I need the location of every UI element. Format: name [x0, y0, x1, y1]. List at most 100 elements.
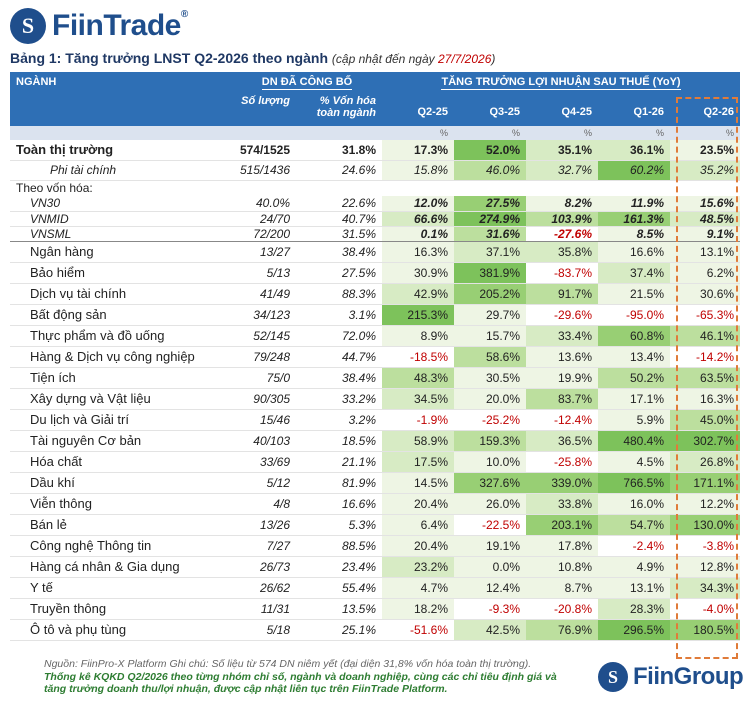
cell-value: 10.0%	[454, 451, 527, 473]
cell-value: -51.6%	[382, 619, 455, 641]
sector-row: Hàng cá nhân & Gia dụng 26/73 23.4% 23.2% 0.…	[10, 556, 741, 578]
cell-value: -4.0%	[670, 598, 741, 620]
row-name: VN30	[10, 196, 232, 212]
sector-name: Dầu khí	[10, 472, 232, 494]
sector-name: Ngân hàng	[10, 241, 232, 263]
sector-rows: Ngân hàng 13/27 38.4% 16.3% 37.1% 35.8% 16.6% 1…	[10, 241, 741, 641]
cell-value: 12.2%	[670, 493, 741, 515]
cell-value: -25.8%	[526, 451, 599, 473]
row-count: 24/70	[232, 211, 296, 227]
growth-table: NGÀNH DN ĐÃ CÔNG BỐ TĂNG TRƯỞNG LỢI NHUẬ…	[10, 72, 741, 641]
cell-value: 60.2%	[598, 160, 671, 181]
cell-value: 32.7%	[526, 160, 599, 181]
title-main: Bảng 1: Tăng trưởng LNST Q2-2026 theo ng…	[10, 50, 329, 66]
cell-value: 302.7%	[670, 430, 741, 452]
cell-value: 4.7%	[382, 577, 455, 599]
cell-value: 58.9%	[382, 430, 455, 452]
sector-row: Dầu khí 5/12 81.9% 14.5% 327.6% 339.0% 766.5% 1…	[10, 472, 741, 494]
sector-row: Xây dựng và Vật liệu 90/305 33.2% 34.5% 20.0…	[10, 388, 741, 410]
cell-value: 203.1%	[526, 514, 599, 536]
cell-value: 35.1%	[526, 140, 599, 161]
header-dn-group-label: DN ĐÃ CÔNG BỐ	[261, 76, 353, 90]
cell-value: -1.9%	[382, 409, 455, 431]
cell-value: 23.5%	[670, 140, 741, 161]
cell-value: 8.2%	[526, 196, 599, 212]
cell-value: 19.9%	[526, 367, 599, 389]
cell-value: 48.5%	[670, 211, 741, 227]
sector-name: Dịch vụ tài chính	[10, 283, 232, 305]
sector-count: 40/103	[232, 430, 296, 452]
sector-cap: 72.0%	[296, 325, 383, 347]
sector-row: Hàng & Dịch vụ công nghiệp 79/248 44.7% -18…	[10, 346, 741, 368]
sector-name: Ô tô và phụ tùng	[10, 619, 232, 641]
cell-value: 30.9%	[382, 262, 455, 284]
header-q2-25: Q2-25	[382, 92, 455, 126]
row-count: 515/1436	[232, 160, 296, 181]
cell-value: 42.5%	[454, 619, 527, 641]
cell-value: 48.3%	[382, 367, 455, 389]
row-name: Toàn thị trường	[10, 140, 232, 161]
cell-value: 5.9%	[598, 409, 671, 431]
cell-value: 83.7%	[526, 388, 599, 410]
cell-value: 159.3%	[454, 430, 527, 452]
cell-value: 31.6%	[454, 226, 527, 242]
cell-value: 12.0%	[382, 196, 455, 212]
row-vnmid: VNMID 24/70 40.7% 66.6% 274.9% 103.9% 16…	[10, 211, 741, 227]
cell-value: 58.6%	[454, 346, 527, 368]
sector-name: Xây dựng và Vật liệu	[10, 388, 232, 410]
row-name: VNSML	[10, 226, 232, 242]
cell-value: -65.3%	[670, 304, 741, 326]
fiingroup-logo-icon: S	[598, 662, 628, 692]
row-count: 574/1525	[232, 140, 296, 161]
fiingroup-logo-text: FiinGroup	[633, 663, 744, 690]
cell-value: 8.7%	[526, 577, 599, 599]
cell-value: -12.4%	[526, 409, 599, 431]
sector-cap: 18.5%	[296, 430, 383, 452]
sector-cap: 25.1%	[296, 619, 383, 641]
footer-note: Nguồn: FiinPro-X Platform Ghi chú: Số li…	[44, 658, 574, 696]
cell-value: 35.2%	[670, 160, 741, 181]
sector-row: Tiện ích 75/0 38.4% 48.3% 30.5% 19.9% 50.2% 63.…	[10, 367, 741, 389]
cell-value: 12.8%	[670, 556, 741, 578]
sector-cap: 38.4%	[296, 367, 383, 389]
cell-value: 46.1%	[670, 325, 741, 347]
fiintrade-logo-text: FiinTrade®	[52, 9, 188, 43]
title-note-suffix: )	[491, 52, 496, 66]
cell-value: 23.2%	[382, 556, 455, 578]
cell-value: 35.8%	[526, 241, 599, 263]
sector-name: Viễn thông	[10, 493, 232, 515]
cell-value: 215.3%	[382, 304, 455, 326]
row-count: 40.0%	[232, 196, 296, 212]
cell-value: 161.3%	[598, 211, 671, 227]
sector-row: Truyền thông 11/31 13.5% 18.2% -9.3% -20.8% 28…	[10, 598, 741, 620]
title-note: (cập nhật đến ngày 27/7/2026)	[332, 52, 495, 66]
cell-value: 766.5%	[598, 472, 671, 494]
fiintrade-logo-icon: S	[10, 8, 46, 44]
row-name: Phi tài chính	[10, 160, 232, 181]
row-nonfin: Phi tài chính 515/1436 24.6% 15.8% 46.0%…	[10, 160, 741, 181]
sector-row: Thực phẩm và đồ uống 52/145 72.0% 8.9% 15.7%…	[10, 325, 741, 347]
sector-name: Bất động sản	[10, 304, 232, 326]
cell-value: 33.4%	[526, 325, 599, 347]
sector-row: Ô tô và phụ tùng 5/18 25.1% -51.6% 42.5% 76.9…	[10, 619, 741, 641]
cell-value: 11.9%	[598, 196, 671, 212]
sector-name: Tiện ích	[10, 367, 232, 389]
cell-value: 27.5%	[454, 196, 527, 212]
cell-value: 29.7%	[454, 304, 527, 326]
cell-value: 18.2%	[382, 598, 455, 620]
cell-value: 30.6%	[670, 283, 741, 305]
footer-source: Nguồn: FiinPro-X Platform Ghi chú: Số li…	[44, 658, 532, 670]
cell-value: 205.2%	[454, 283, 527, 305]
header-q1-26: Q1-26	[598, 92, 671, 126]
sector-count: 79/248	[232, 346, 296, 368]
cell-value: 8.5%	[598, 226, 671, 242]
header-growth-group: TĂNG TRƯỞNG LỢI NHUẬN SAU THUẾ (YoY)	[382, 72, 741, 92]
cell-value: 16.3%	[670, 388, 741, 410]
sector-name: Truyền thông	[10, 598, 232, 620]
sector-name: Thực phẩm và đồ uống	[10, 325, 232, 347]
sector-name: Hàng cá nhân & Gia dụng	[10, 556, 232, 578]
cell-value: 480.4%	[598, 430, 671, 452]
row-cap: 24.6%	[296, 160, 383, 181]
sector-name: Hóa chất	[10, 451, 232, 473]
unit-label: %	[526, 126, 599, 140]
